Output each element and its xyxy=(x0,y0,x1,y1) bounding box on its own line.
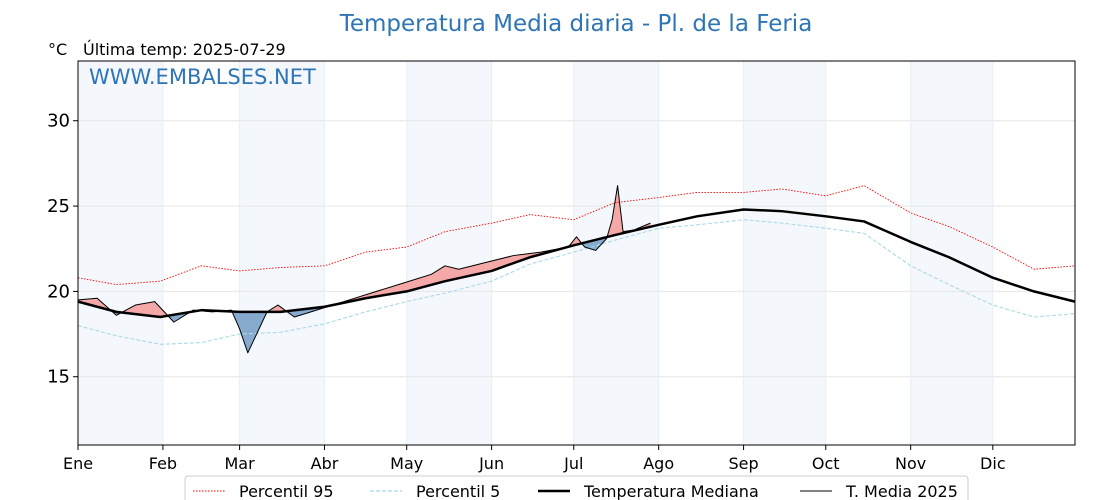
x-tick-label: Jun xyxy=(478,454,504,473)
series-lines xyxy=(77,185,1076,354)
series-line-mediana xyxy=(77,208,1076,319)
y-tick-label: 15 xyxy=(47,367,70,388)
x-tick-label: Feb xyxy=(149,454,177,473)
grid-lines xyxy=(78,61,1075,445)
month-band xyxy=(406,61,492,445)
warm-anomaly-area xyxy=(334,247,567,305)
legend-label-2025: T. Media 2025 xyxy=(845,482,958,500)
x-tick-label: Abr xyxy=(311,454,339,473)
warm-anomaly-area xyxy=(266,305,288,313)
y-axis: 15 20 25 30 xyxy=(47,111,78,388)
x-tick-label: Oct xyxy=(812,454,840,473)
x-axis: Ene Feb Mar Abr May Jun Jul Ago Sep Oct Nov Dic xyxy=(63,445,1006,473)
anomaly-fills xyxy=(78,185,651,353)
plot-area xyxy=(77,60,1076,446)
x-tick-label: Mar xyxy=(225,454,256,473)
y-tick-label: 25 xyxy=(47,196,70,217)
legend-box xyxy=(184,475,969,500)
cold-anomaly-area xyxy=(168,311,191,323)
x-tick-label: May xyxy=(390,454,423,473)
month-bands xyxy=(78,61,993,445)
legend: Percentil 95 Percentil 5 Temperatura Med… xyxy=(184,475,969,500)
x-tick-label: Ene xyxy=(63,454,93,473)
last-reading: Última temp: 2025-07-29 xyxy=(83,40,286,59)
series-line-media-2025 xyxy=(77,185,651,354)
cold-anomaly-area xyxy=(581,233,608,251)
x-tick-label: Nov xyxy=(895,454,926,473)
y-tick-label: 20 xyxy=(47,281,70,302)
watermark: WWW.EMBALSES.NET xyxy=(89,65,316,89)
series-line-percentil-5 xyxy=(77,219,1076,345)
x-tick-label: Jul xyxy=(563,454,583,473)
y-tick-label: 30 xyxy=(47,111,70,132)
month-band xyxy=(910,61,993,445)
series-line-percentil-95 xyxy=(77,185,1076,286)
month-band xyxy=(573,61,659,445)
month-band xyxy=(239,61,325,445)
x-tick-label: Sep xyxy=(729,454,759,473)
month-band xyxy=(78,61,163,445)
x-tick-label: Ago xyxy=(643,454,674,473)
legend-label-p5: Percentil 5 xyxy=(416,482,500,500)
legend-label-p95: Percentil 95 xyxy=(239,482,334,500)
legend-label-median: Temperatura Mediana xyxy=(583,482,759,500)
unit-label: °C xyxy=(48,40,67,59)
cold-anomaly-area xyxy=(232,311,267,353)
x-tick-label: Dic xyxy=(980,454,1006,473)
month-band xyxy=(743,61,826,445)
chart-title: Temperatura Media diaria - Pl. de la Fer… xyxy=(339,11,813,37)
